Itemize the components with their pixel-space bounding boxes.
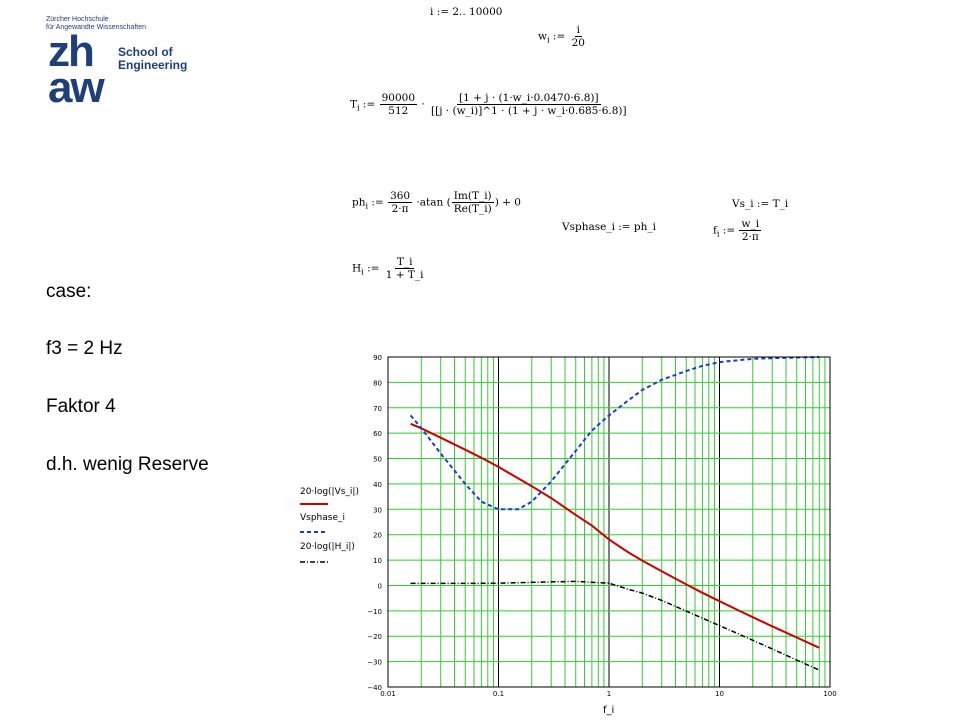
eq-w: wi := i 20 [538, 24, 585, 49]
y-tick-label: −40 [367, 684, 382, 692]
y-tick-label: 90 [373, 354, 382, 362]
x-tick-label: 10 [715, 690, 724, 698]
case-faktor: Faktor 4 [46, 396, 116, 417]
chart-grid [387, 356, 830, 688]
logo-line1: Zürcher Hochschule [46, 16, 109, 23]
case-label: case: [46, 281, 92, 302]
logo-line2: für Angewandte Wissenschaften [46, 24, 147, 31]
series-line-1 [410, 422, 820, 649]
case-f3: f3 = 2 Hz [46, 338, 123, 359]
series-line-2 [409, 356, 820, 511]
y-tick-label: 30 [373, 506, 382, 514]
eq-f: fi := w_i 2·π [713, 218, 762, 243]
y-tick-label: −20 [367, 633, 382, 641]
legend-label-1: 20·log(|Vs_i|) [300, 487, 359, 497]
chart-series [409, 356, 820, 671]
y-tick-label: −10 [367, 608, 382, 616]
y-tick-label: 60 [373, 430, 382, 438]
y-tick-label: 10 [373, 557, 382, 565]
y-tick-label: 0 [378, 582, 382, 590]
x-tick-label: 100 [823, 690, 836, 698]
logo-institution: Zürcher Hochschule für Angewandte Wissen… [46, 16, 146, 32]
eq-H: Hi := T_i 1 + T_i [352, 256, 424, 281]
eq-T: Ti := 90000 512 · [1 + j · (1·w_i·0.0470·… [350, 92, 627, 117]
logo-school-line2: Engineering [118, 58, 188, 72]
y-tick-label: 20 [373, 532, 382, 540]
y-tick-label: −30 [367, 659, 382, 667]
eq-ph: phi := 360 2·π ·atan (Im(T_i) Re(T_i)) + 0 [352, 190, 521, 215]
eq-vsphase: Vsphase_i := ph_i [562, 221, 657, 233]
logo-school-line1: School of [118, 45, 173, 59]
chart-legend: 20·log(|Vs_i|) Vsphase_i 20·log(|H_i|) [300, 487, 359, 563]
y-tick-label: 70 [373, 405, 382, 413]
eq-vs: Vs_i := T_i [732, 198, 789, 210]
y-tick-label: 40 [373, 481, 382, 489]
x-tick-label: 0.01 [380, 690, 396, 698]
logo-aw: aw [48, 63, 105, 112]
legend-label-2: Vsphase_i [300, 513, 345, 523]
case-reserve: d.h. wenig Reserve [46, 454, 209, 475]
x-tick-label: 1 [607, 690, 611, 698]
x-tick-label: 0.1 [493, 690, 504, 698]
logo-zhaw: zh aw [48, 27, 105, 112]
legend-label-3: 20·log(|H_i|) [300, 542, 355, 552]
eq-range: i := 2.. 10000 [430, 6, 503, 18]
x-axis-label: f_i [603, 705, 614, 716]
y-tick-label: 80 [373, 379, 382, 387]
y-tick-label: 50 [373, 456, 382, 464]
logo-school: School of Engineering [118, 46, 187, 72]
plot-frame [387, 356, 831, 688]
logo-zh: zh [48, 27, 95, 76]
series-line-3 [410, 580, 820, 671]
